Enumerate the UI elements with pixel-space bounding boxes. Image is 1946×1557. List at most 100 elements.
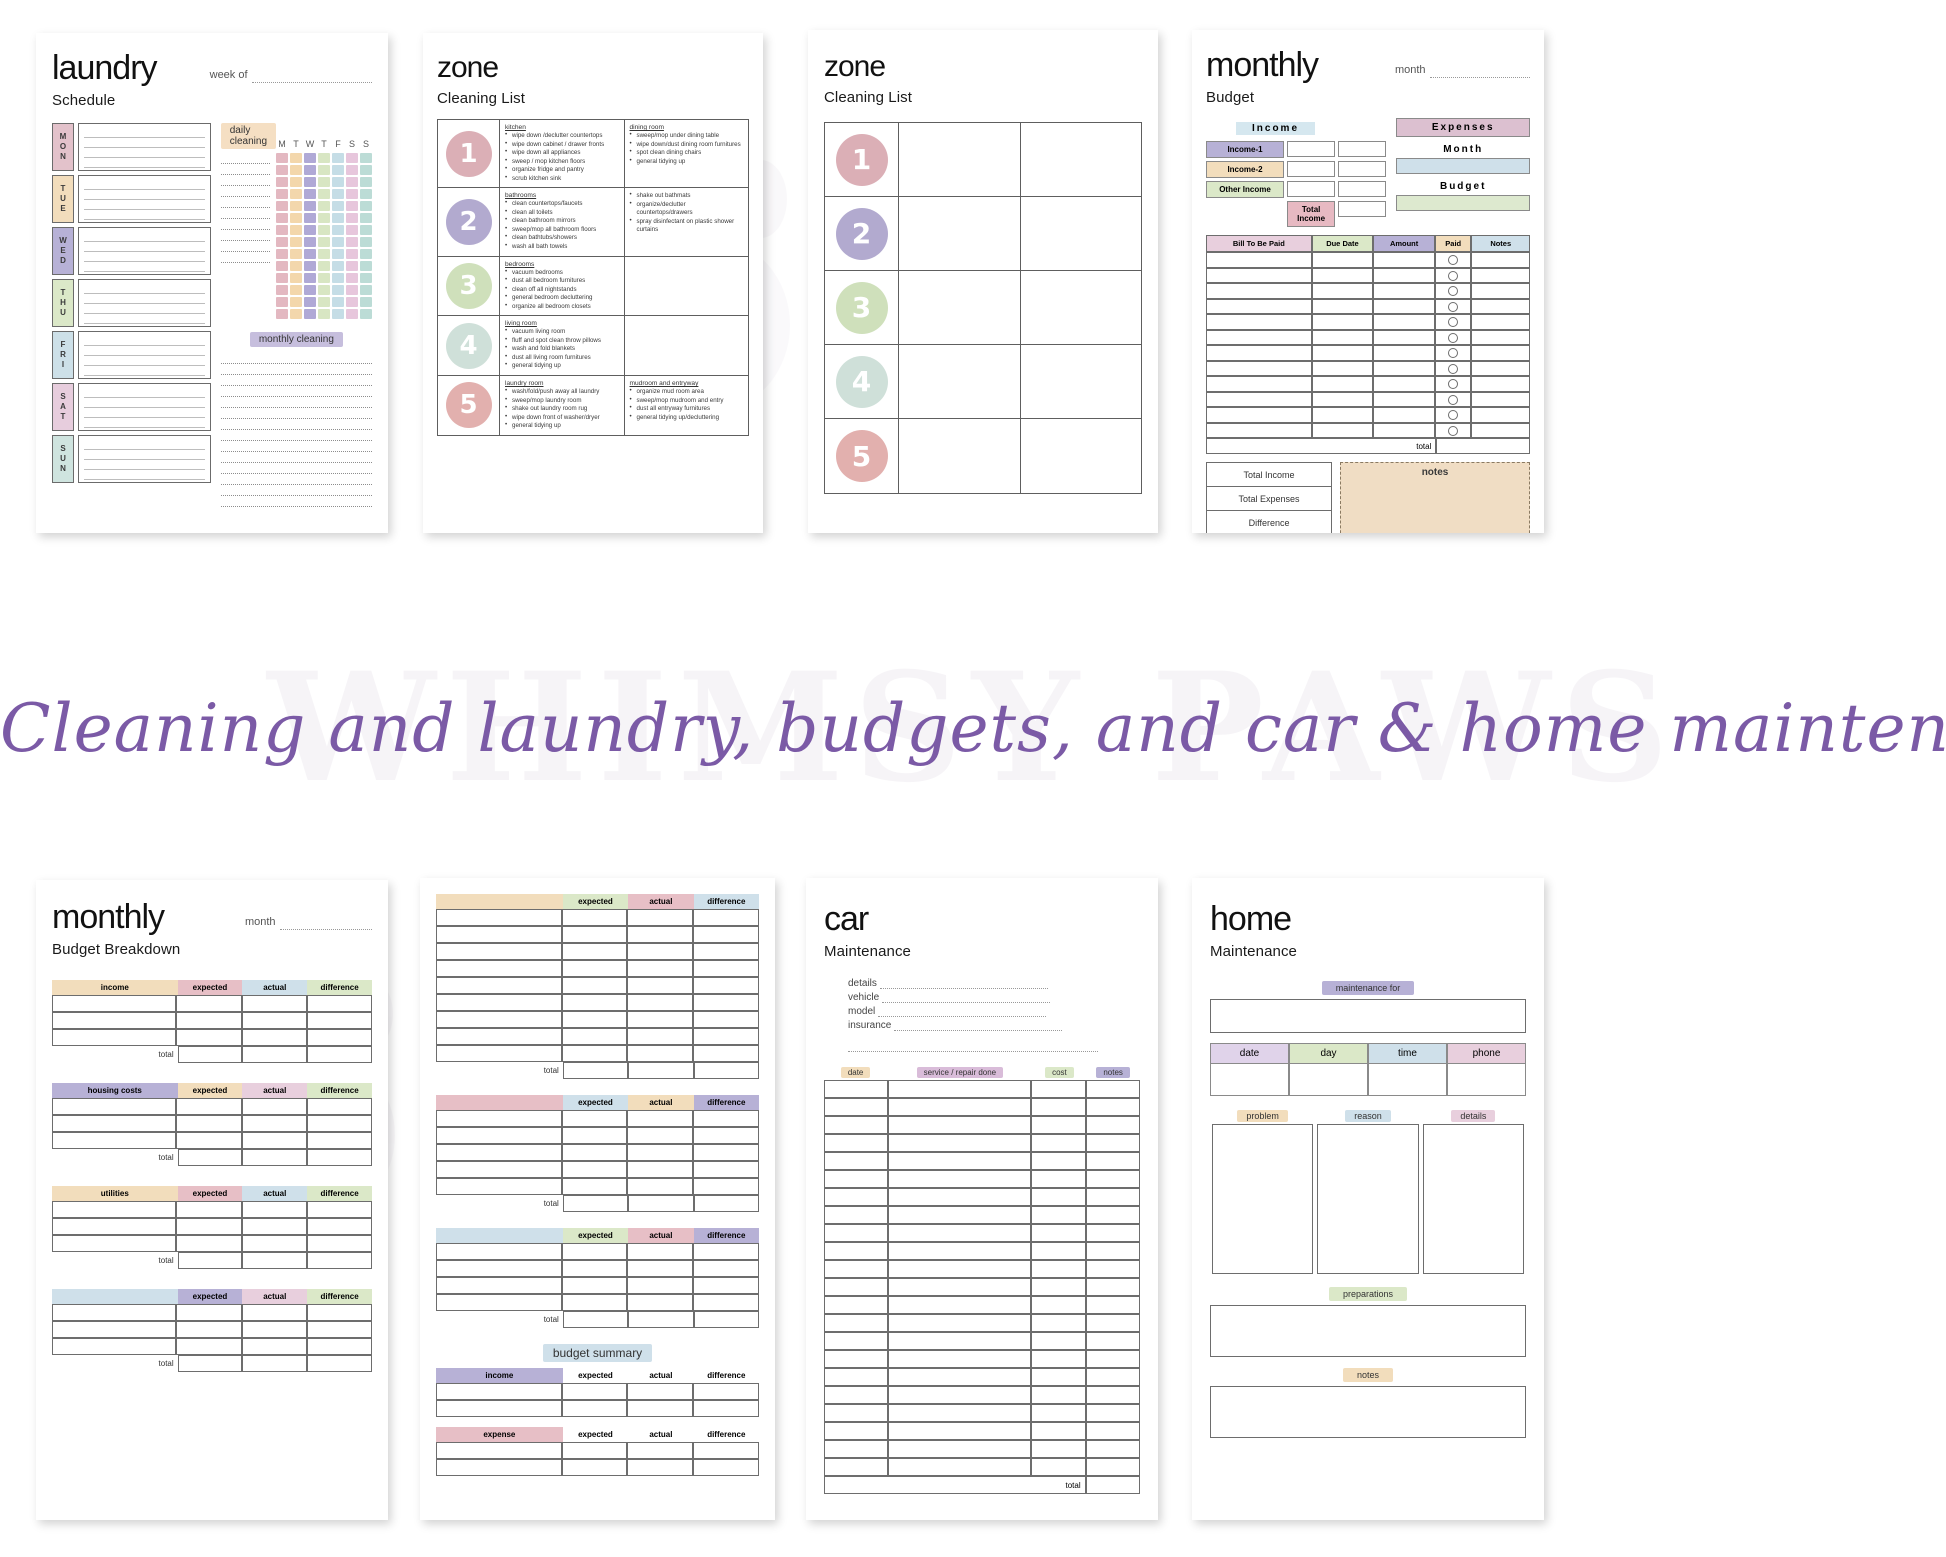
car-cell[interactable] (887, 1332, 1032, 1350)
sheet-budget-breakdown[interactable]: monthly Budget Breakdown month income exp… (36, 880, 388, 1520)
tracker-cell[interactable] (360, 285, 372, 295)
car-extra-line[interactable] (848, 1051, 1098, 1052)
car-cell[interactable] (824, 1170, 888, 1188)
car-cell[interactable] (824, 1332, 888, 1350)
detail-value-cell[interactable] (627, 1045, 694, 1062)
bills-cell[interactable] (1471, 298, 1530, 314)
breakdown-value-cell[interactable] (306, 1012, 372, 1029)
breakdown-total-cell[interactable] (307, 1149, 372, 1166)
summary-value-cell[interactable] (627, 1442, 694, 1459)
tracker-cell[interactable] (290, 153, 302, 163)
laundry-day-entry-sun[interactable] (78, 435, 211, 483)
car-cell[interactable] (887, 1152, 1032, 1170)
car-cell[interactable] (887, 1134, 1032, 1152)
breakdown-value-cell[interactable] (241, 1115, 307, 1132)
zone-tasks-right[interactable]: shake out bathmatsorganize/declutter cou… (625, 188, 749, 255)
detail-value-cell[interactable] (627, 977, 694, 994)
bills-cell[interactable] (1434, 314, 1472, 330)
breakdown-name-cell[interactable] (52, 1338, 177, 1355)
detail-value-cell[interactable] (561, 1243, 628, 1260)
detail-value-cell[interactable] (627, 1294, 694, 1311)
breakdown-value-cell[interactable] (306, 1115, 372, 1132)
tracker-cell[interactable] (332, 165, 344, 175)
tracker-cell[interactable] (318, 165, 330, 175)
summary-row-total-income[interactable]: Total Income (1207, 463, 1332, 487)
breakdown-value-cell[interactable] (176, 1235, 242, 1252)
tracker-cell[interactable] (346, 177, 358, 187)
bills-cell[interactable] (1206, 329, 1312, 345)
summary-value-cell[interactable] (693, 1400, 759, 1417)
bills-cell[interactable] (1434, 345, 1472, 361)
income-row-field-a[interactable] (1287, 181, 1336, 197)
breakdown-sections[interactable]: income expected actual difference total housi… (52, 980, 372, 1372)
breakdown-month-field[interactable] (280, 929, 372, 930)
tracker-cell[interactable] (290, 261, 302, 271)
sheet-monthly-budget[interactable]: monthly Budget month Income Income-1 Inco… (1192, 30, 1544, 533)
detail-name-cell[interactable] (436, 1028, 562, 1045)
car-cell[interactable] (824, 1260, 888, 1278)
car-cell[interactable] (1031, 1260, 1086, 1278)
bills-cell[interactable] (1434, 376, 1472, 392)
monthly-cleaning-lines[interactable] (220, 353, 372, 507)
car-cell[interactable] (1031, 1440, 1086, 1458)
paid-checkbox[interactable] (1448, 348, 1459, 358)
summary-name-cell[interactable] (436, 1459, 562, 1476)
car-cell[interactable] (1085, 1242, 1140, 1260)
car-cell[interactable] (824, 1440, 888, 1458)
bills-cell[interactable] (1471, 360, 1530, 376)
breakdown-value-cell[interactable] (176, 1321, 242, 1338)
daily-cleaning-line[interactable] (220, 252, 270, 263)
breakdown-value-cell[interactable] (176, 1304, 242, 1321)
bills-cell[interactable] (1471, 345, 1530, 361)
breakdown-value-cell[interactable] (241, 1201, 307, 1218)
breakdown-value-cell[interactable] (306, 1098, 372, 1115)
paid-checkbox[interactable] (1448, 363, 1459, 374)
breakdown-name-cell[interactable] (52, 1218, 177, 1235)
car-cell[interactable] (1085, 1080, 1140, 1098)
car-cell[interactable] (887, 1080, 1032, 1098)
bills-cell[interactable] (1206, 267, 1312, 283)
bills-cell[interactable] (1434, 360, 1472, 376)
tracker-cell[interactable] (304, 309, 316, 319)
detail-value-cell[interactable] (693, 909, 759, 926)
car-cell[interactable] (887, 1170, 1032, 1188)
income-row-field-b[interactable] (1338, 181, 1387, 197)
tracker-cell[interactable] (332, 153, 344, 163)
bills-cell[interactable] (1311, 314, 1374, 330)
tracker-cell[interactable] (360, 249, 372, 259)
car-cell[interactable] (1031, 1386, 1086, 1404)
tracker-cell[interactable] (290, 237, 302, 247)
tracker-cell[interactable] (304, 177, 316, 187)
budget-summary-rows[interactable]: Total Income Total Expenses Difference (1206, 461, 1333, 533)
zone-tasks-left[interactable]: laundry roomwash/fold/push away all laun… (500, 376, 625, 435)
car-cell[interactable] (887, 1296, 1032, 1314)
paid-checkbox[interactable] (1448, 379, 1459, 389)
tracker-cell[interactable] (360, 213, 372, 223)
bills-cell[interactable] (1206, 314, 1312, 330)
breakdown-value-cell[interactable] (241, 1029, 307, 1046)
tracker-cell[interactable] (276, 177, 288, 187)
detail-total-cell[interactable] (693, 1311, 759, 1328)
breakdown-value-cell[interactable] (306, 1304, 372, 1321)
detail-value-cell[interactable] (627, 1243, 694, 1260)
car-cell[interactable] (824, 1098, 888, 1116)
monthly-cleaning-line[interactable] (220, 353, 372, 364)
detail-value-cell[interactable] (561, 1127, 628, 1144)
bills-cell[interactable] (1311, 407, 1374, 423)
budget-detail-blocks[interactable]: expected actual difference total expected act… (436, 894, 760, 1328)
zone-tasks-left[interactable]: living roomvacuum living roomfluff and s… (500, 316, 625, 376)
car-cell[interactable] (1031, 1206, 1086, 1224)
detail-name-cell[interactable] (436, 926, 562, 943)
detail-value-cell[interactable] (693, 977, 759, 994)
home-info-cell-time[interactable] (1368, 1064, 1447, 1096)
detail-value-cell[interactable] (693, 1178, 759, 1195)
detail-value-cell[interactable] (627, 943, 694, 960)
bills-cell[interactable] (1373, 345, 1435, 361)
paid-checkbox[interactable] (1448, 317, 1459, 327)
zone-tasks-right[interactable] (625, 257, 749, 316)
daily-cleaning-line[interactable] (220, 175, 270, 186)
tracker-cell[interactable] (360, 177, 372, 187)
tracker-cell[interactable] (332, 201, 344, 211)
breakdown-name-cell[interactable] (52, 1029, 177, 1046)
tracker-cell[interactable] (304, 285, 316, 295)
